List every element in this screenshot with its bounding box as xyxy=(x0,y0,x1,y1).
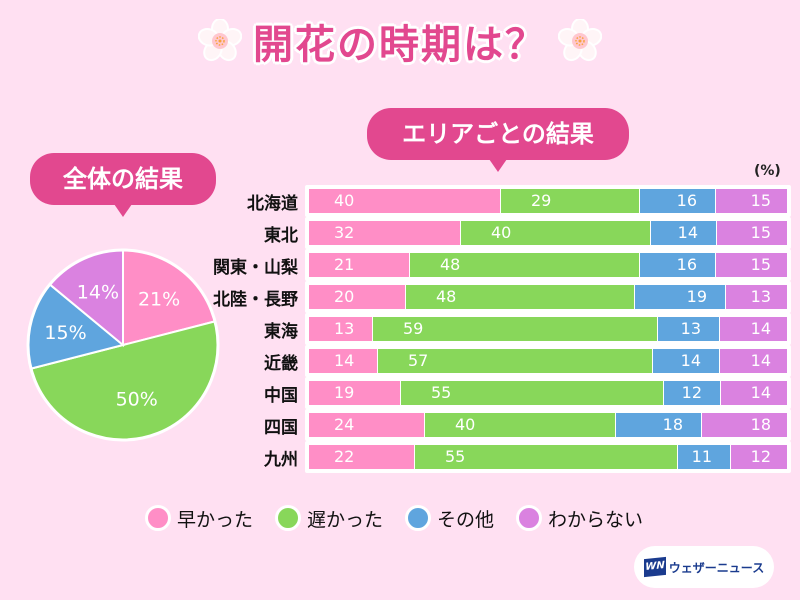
bar-row: 19 55 12 14 xyxy=(305,377,791,409)
bar-row: 14 57 14 14 xyxy=(305,345,791,377)
bar-segment: 14 xyxy=(720,317,787,341)
bar-segment: 19 xyxy=(635,285,725,309)
bar-row: 22 55 11 12 xyxy=(305,441,791,473)
row-label: 北陸・長野 xyxy=(213,290,298,310)
bar-row: 40 29 16 15 xyxy=(305,185,791,217)
row-label: 近畿 xyxy=(264,354,298,374)
legend-item: その他 xyxy=(405,503,494,533)
row-label: 北海道 xyxy=(247,194,298,214)
page-title: 開花の時期は？ xyxy=(253,22,547,68)
bar-segment: 40 xyxy=(461,221,650,245)
legend-swatch xyxy=(516,505,542,531)
legend-item: 早かった xyxy=(145,503,253,533)
legend-swatch xyxy=(145,505,171,531)
row-label: 四国 xyxy=(264,418,298,438)
bar-segment: 40 xyxy=(425,413,615,437)
logo-text: ウェザーニュース xyxy=(668,560,765,575)
bar-segment: 48 xyxy=(406,285,634,309)
legend-label: わからない xyxy=(548,508,644,531)
legend-label: 遅かった xyxy=(307,508,384,531)
bar-segment: 15 xyxy=(716,189,787,213)
pie-slice-label: 21% xyxy=(138,288,180,310)
bar-segment: 12 xyxy=(731,445,787,469)
bar-segment: 11 xyxy=(678,445,730,469)
bar-segment: 13 xyxy=(309,317,372,341)
bar-segment: 29 xyxy=(501,189,639,213)
bar-row: 32 40 14 15 xyxy=(305,217,791,249)
legend-label: その他 xyxy=(437,508,495,531)
bar-segment: 13 xyxy=(658,317,719,341)
legend-swatch xyxy=(275,505,301,531)
pie-chart: 21% 50% 15% 14% xyxy=(26,248,220,442)
bar-segment: 55 xyxy=(415,445,677,469)
bar-segment: 14 xyxy=(653,349,719,373)
bar-segment: 55 xyxy=(401,381,663,405)
bar-segment: 20 xyxy=(309,285,405,309)
row-label: 関東・山梨 xyxy=(213,258,298,278)
bar-segment: 19 xyxy=(309,381,400,405)
row-label: 九州 xyxy=(264,450,298,470)
legend-item: 遅かった xyxy=(275,503,383,533)
legend-label: 早かった xyxy=(177,508,254,531)
bar-segment: 22 xyxy=(309,445,414,469)
bar-segment: 40 xyxy=(309,189,500,213)
row-label: 中国 xyxy=(264,386,298,406)
bar-row: 24 40 18 18 xyxy=(305,409,791,441)
bar-segment: 48 xyxy=(410,253,639,277)
legend: 早かった 遅かった その他 わからない xyxy=(145,503,665,533)
bar-row: 13 59 13 14 xyxy=(305,313,791,345)
title-area: 開花の時期は？ xyxy=(0,12,800,70)
cherry-blossom-icon xyxy=(558,19,603,62)
bar-segment: 14 xyxy=(721,381,787,405)
bar-segment: 16 xyxy=(640,253,715,277)
pie-slice-label: 14% xyxy=(77,282,119,304)
unit-label: (%) xyxy=(754,163,781,179)
bar-row: 21 48 16 15 xyxy=(305,249,791,281)
overall-result-label: 全体の結果 xyxy=(30,153,216,217)
logo-mark: WN xyxy=(643,556,666,578)
legend-item: わからない xyxy=(516,503,643,533)
bar-segment: 57 xyxy=(378,349,652,373)
bar-segment: 15 xyxy=(717,221,787,245)
bar-segment: 14 xyxy=(720,349,787,373)
cherry-blossom-icon xyxy=(197,19,242,62)
pie-outline xyxy=(26,248,220,442)
area-result-label: エリアごとの結果 xyxy=(367,108,629,172)
bar-segment: 21 xyxy=(309,253,409,277)
bar-row: 20 48 19 13 xyxy=(305,281,791,313)
bar-segment: 12 xyxy=(664,381,720,405)
row-label: 東北 xyxy=(264,226,298,246)
pie-slice-label: 50% xyxy=(116,388,158,410)
bar-segment: 24 xyxy=(309,413,424,437)
bar-segment: 18 xyxy=(702,413,787,437)
bar-segment: 16 xyxy=(640,189,715,213)
bar-segment: 13 xyxy=(726,285,787,309)
bar-segment: 18 xyxy=(616,413,701,437)
legend-swatch xyxy=(405,505,431,531)
bar-segment: 14 xyxy=(651,221,716,245)
bar-segment: 32 xyxy=(309,221,460,245)
bar-segment: 59 xyxy=(373,317,657,341)
bar-segment: 14 xyxy=(309,349,377,373)
bar-segment: 15 xyxy=(716,253,787,277)
weathernews-logo: WN ウェザーニュース xyxy=(634,546,774,588)
pie-slice-label: 15% xyxy=(44,322,86,344)
row-label: 東海 xyxy=(264,322,298,342)
